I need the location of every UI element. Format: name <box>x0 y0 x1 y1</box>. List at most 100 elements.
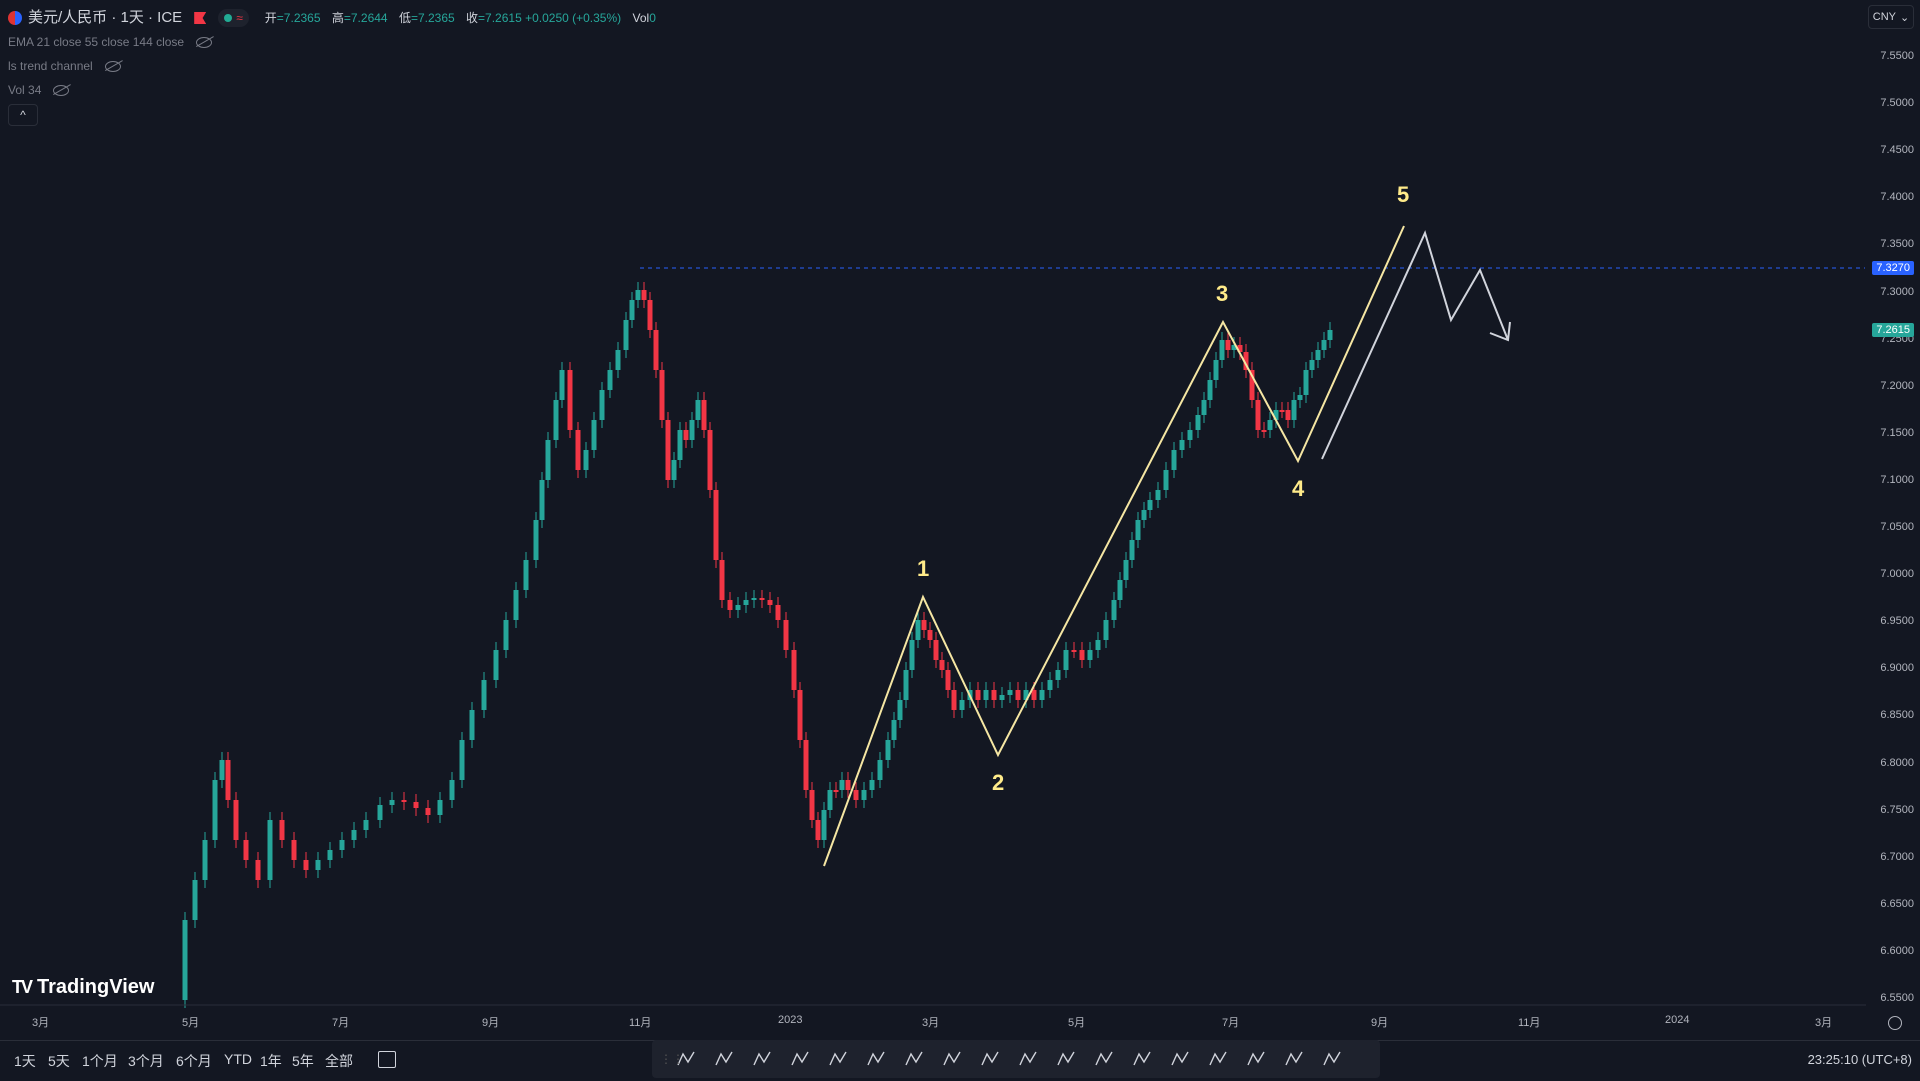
candle-up <box>695 400 701 420</box>
price-axis-tick: 7.1000 <box>1880 473 1914 486</box>
candle-up <box>735 605 741 610</box>
elliott-double-combo-icon[interactable] <box>978 1047 1002 1071</box>
candle-up <box>623 320 629 350</box>
candle-up <box>377 805 383 820</box>
candle-up <box>591 420 597 450</box>
candle-up <box>689 420 695 440</box>
range-button[interactable]: 5天 <box>48 1053 70 1069</box>
open-label: 开 <box>264 11 277 25</box>
range-button[interactable]: YTD <box>224 1051 252 1067</box>
symbol-title[interactable]: 美元/人民币 · 1天 · ICE <box>28 9 183 26</box>
candle-down <box>641 290 647 300</box>
high-label: 高 <box>331 11 344 25</box>
candle-down <box>797 690 803 740</box>
abcd-icon[interactable] <box>750 1047 774 1071</box>
price-axis-tick: 6.9000 <box>1880 662 1914 675</box>
elliott-impulse-icon[interactable] <box>864 1047 888 1071</box>
ghost-feed-icon[interactable] <box>1320 1047 1344 1071</box>
indicator-ema[interactable]: EMA 21 close 55 close 144 close <box>8 30 664 54</box>
candle-up <box>607 370 613 390</box>
cypher-icon[interactable] <box>712 1047 736 1071</box>
indicator-vol[interactable]: Vol 34 <box>8 78 664 102</box>
range-button[interactable]: 1年 <box>260 1053 282 1069</box>
cycle-lines-icon[interactable] <box>1054 1047 1078 1071</box>
wave-label-3[interactable]: 3 <box>1216 281 1229 306</box>
indicator-trend-channel[interactable]: ls trend channel <box>8 54 664 78</box>
price-axis-tick: 7.4500 <box>1880 144 1914 157</box>
candle-down <box>951 690 957 710</box>
wave-label-4[interactable]: 4 <box>1292 476 1305 501</box>
range-button[interactable]: 全部 <box>325 1053 353 1069</box>
drawing-toolbar: ⋮⋮ <box>652 1040 1380 1078</box>
candle-up <box>671 460 677 480</box>
elliott-wave-lines[interactable] <box>823 225 1405 867</box>
triangle-pattern-icon[interactable] <box>788 1047 812 1071</box>
candle-down <box>401 800 407 802</box>
range-button[interactable]: 1个月 <box>82 1053 118 1069</box>
candle-down <box>719 560 725 600</box>
candle-up <box>1007 690 1013 695</box>
candle-up <box>1267 420 1273 430</box>
candle-up <box>192 880 198 920</box>
candle-up <box>481 680 487 710</box>
three-drives-icon[interactable] <box>826 1047 850 1071</box>
projection-path[interactable] <box>1321 230 1509 460</box>
bars-pattern-icon[interactable] <box>1282 1047 1306 1071</box>
flag-icon[interactable] <box>194 12 207 24</box>
candle-down <box>1261 430 1267 432</box>
sine-line-icon[interactable] <box>1130 1047 1154 1071</box>
candle-down <box>707 430 713 490</box>
calendar-icon[interactable] <box>378 1051 396 1068</box>
forecast-icon[interactable] <box>1244 1047 1268 1071</box>
candle-down <box>1279 410 1285 412</box>
elliott-correction-icon[interactable] <box>902 1047 926 1071</box>
high-value: =7.2644 <box>343 11 388 25</box>
time-cycles-icon[interactable] <box>1092 1047 1116 1071</box>
currency-selector[interactable]: CNY ⌄ <box>1868 5 1914 29</box>
wave-icon: ≈ <box>236 11 243 25</box>
candle-down <box>653 330 659 370</box>
wave-label-1[interactable]: 1 <box>917 556 930 581</box>
candle-down <box>291 840 297 860</box>
candle-up <box>1201 400 1207 415</box>
indicator-label: Vol 34 <box>8 83 42 97</box>
range-button[interactable]: 1天 <box>14 1053 36 1069</box>
last-price-tag: 7.2615 <box>1872 323 1914 337</box>
collapse-legend-button[interactable]: ^ <box>8 104 38 126</box>
candle-up <box>503 620 509 650</box>
hidden-eye-icon[interactable] <box>53 84 70 96</box>
time-axis-tick: 5月 <box>1068 1017 1086 1029</box>
long-position-icon[interactable] <box>1168 1047 1192 1071</box>
elliott-triple-combo-icon[interactable] <box>1016 1047 1040 1071</box>
candle-up <box>1315 350 1321 360</box>
drag-handle-icon[interactable]: ⋮⋮ <box>660 1052 684 1066</box>
candle-up <box>1219 340 1225 360</box>
range-button[interactable]: 6个月 <box>176 1053 212 1069</box>
candle-up <box>1195 415 1201 430</box>
xabcd-icon[interactable] <box>674 1047 698 1071</box>
range-button[interactable]: 5年 <box>292 1053 314 1069</box>
short-position-icon[interactable] <box>1206 1047 1230 1071</box>
open-value: =7.2365 <box>276 11 321 25</box>
candle-up <box>315 860 321 870</box>
hidden-eye-icon[interactable] <box>196 36 213 48</box>
elliott-triangle-icon[interactable] <box>940 1047 964 1071</box>
wave-label-2[interactable]: 2 <box>992 770 1005 795</box>
market-status-pill[interactable]: ≈ <box>218 9 249 27</box>
range-button[interactable]: 3个月 <box>128 1053 164 1069</box>
time-axis-tick: 9月 <box>1371 1017 1389 1029</box>
axis-settings-icon[interactable] <box>1888 1016 1902 1030</box>
time-axis-tick: 3月 <box>922 1017 940 1029</box>
time-axis-tick: 7月 <box>1222 1017 1240 1029</box>
candle-down <box>659 370 665 420</box>
candle-down <box>1079 650 1085 660</box>
tradingview-logo[interactable]: TV TradingView <box>12 976 154 999</box>
clock[interactable]: 23:25:10 (UTC+8) <box>1807 1052 1912 1067</box>
candle-up <box>903 670 909 700</box>
hidden-eye-icon[interactable] <box>104 60 121 72</box>
candle-up <box>1095 640 1101 650</box>
wave-label-5[interactable]: 5 <box>1397 182 1410 207</box>
candle-up <box>909 640 915 670</box>
candle-up <box>891 720 897 740</box>
